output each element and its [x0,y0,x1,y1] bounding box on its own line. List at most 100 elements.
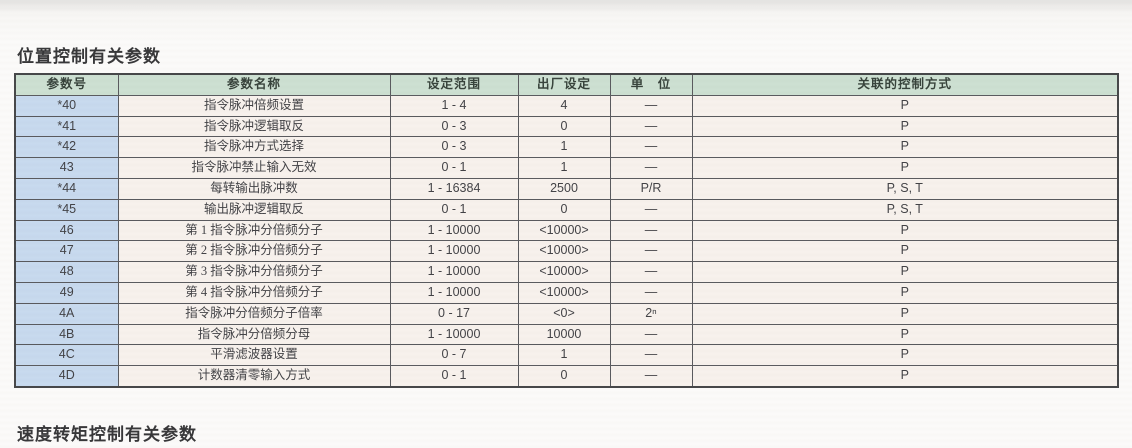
param-mode: P, S, T [691,198,1119,221]
param-mode: P [691,240,1119,263]
table-row: 49 第 4 指令脉冲分倍频分子 1 - 10000 <10000> — P [14,281,1119,304]
param-factory: 1 [517,136,611,159]
param-no: 46 [14,219,119,242]
param-range: 1 - 10000 [389,323,519,346]
header-factory: 出厂设定 [517,73,611,96]
param-factory: <0> [517,302,611,325]
param-range: 0 - 3 [389,115,519,138]
param-unit: — [609,323,693,346]
table-row: 46 第 1 指令脉冲分倍频分子 1 - 10000 <10000> — P [14,219,1119,242]
param-range: 0 - 3 [389,136,519,159]
param-factory: 0 [517,198,611,221]
param-unit: — [609,198,693,221]
table-row: 4D 计数器清零输入方式 0 - 1 0 — P [14,365,1119,388]
param-mode: P [691,281,1119,304]
param-name: 指令脉冲分倍频分子倍率 [117,302,391,325]
param-name: 第 4 指令脉冲分倍频分子 [117,281,391,304]
param-unit: P/R [609,177,693,200]
param-unit: — [609,281,693,304]
param-no: *42 [14,136,119,159]
param-range: 1 - 4 [389,94,519,117]
param-mode: P [691,365,1119,388]
param-no: 4B [14,323,119,346]
table-row: 4C 平滑滤波器设置 0 - 7 1 — P [14,344,1119,367]
param-range: 1 - 10000 [389,240,519,263]
param-factory: 1 [517,157,611,179]
param-no: *41 [14,115,119,138]
param-range: 1 - 10000 [389,281,519,304]
table-row: *42 指令脉冲方式选择 0 - 3 1 — P [14,136,1119,159]
param-mode: P [691,115,1119,138]
param-range: 0 - 17 [389,302,519,325]
param-unit: — [609,219,693,242]
table-row: *40 指令脉冲倍频设置 1 - 4 4 — P [14,94,1119,117]
param-no: *40 [14,94,119,117]
table-row: *41 指令脉冲逻辑取反 0 - 3 0 — P [14,115,1119,138]
param-name: 第 1 指令脉冲分倍频分子 [117,219,391,242]
param-name: 指令脉冲倍频设置 [117,94,391,117]
param-unit: — [609,115,693,138]
param-mode: P [691,302,1119,325]
param-name: 每转输出脉冲数 [117,177,391,200]
param-no: 4C [14,344,119,367]
param-unit: 2ⁿ [609,302,693,325]
param-factory: <10000> [517,261,611,283]
header-control-mode: 关联的控制方式 [691,73,1119,96]
param-no: *45 [14,198,119,221]
param-factory: 4 [517,94,611,117]
table-header-row: 参数号 参数名称 设定范围 出厂设定 单 位 关联的控制方式 [14,73,1119,96]
table-row: 43 指令脉冲禁止输入无效 0 - 1 1 — P [14,157,1119,179]
table-row: 47 第 2 指令脉冲分倍频分子 1 - 10000 <10000> — P [14,240,1119,263]
table-row: *45 输出脉冲逻辑取反 0 - 1 0 — P, S, T [14,198,1119,221]
param-factory: 1 [517,344,611,367]
param-mode: P [691,261,1119,283]
section-title-speed-torque-control: 速度转矩控制有关参数 [17,425,197,444]
param-name: 第 3 指令脉冲分倍频分子 [117,261,391,283]
param-range: 1 - 10000 [389,219,519,242]
param-mode: P [691,157,1119,179]
param-name: 第 2 指令脉冲分倍频分子 [117,240,391,263]
header-unit: 单 位 [609,73,693,96]
param-range: 1 - 10000 [389,261,519,283]
param-mode: P [691,219,1119,242]
param-range: 1 - 16384 [389,177,519,200]
section-title-position-control: 位置控制有关参数 [17,47,161,66]
param-factory: 0 [517,365,611,388]
header-param-no: 参数号 [14,73,119,96]
param-range: 0 - 1 [389,365,519,388]
table-row: 4B 指令脉冲分倍频分母 1 - 10000 10000 — P [14,323,1119,346]
param-unit: — [609,240,693,263]
param-name: 计数器清零输入方式 [117,365,391,388]
param-range: 0 - 1 [389,198,519,221]
param-no: *44 [14,177,119,200]
param-factory: 2500 [517,177,611,200]
param-range: 0 - 1 [389,157,519,179]
param-unit: — [609,136,693,159]
header-param-name: 参数名称 [117,73,391,96]
param-no: 43 [14,157,119,179]
param-factory: 10000 [517,323,611,346]
param-name: 输出脉冲逻辑取反 [117,198,391,221]
param-no: 4A [14,302,119,325]
param-name: 平滑滤波器设置 [117,344,391,367]
param-no: 48 [14,261,119,283]
param-name: 指令脉冲禁止输入无效 [117,157,391,179]
param-unit: — [609,344,693,367]
param-mode: P [691,344,1119,367]
param-mode: P [691,94,1119,117]
param-unit: — [609,157,693,179]
param-name: 指令脉冲分倍频分母 [117,323,391,346]
param-no: 47 [14,240,119,263]
param-factory: 0 [517,115,611,138]
param-mode: P [691,136,1119,159]
param-name: 指令脉冲逻辑取反 [117,115,391,138]
param-unit: — [609,94,693,117]
param-factory: <10000> [517,281,611,304]
param-range: 0 - 7 [389,344,519,367]
header-range: 设定范围 [389,73,519,96]
param-no: 49 [14,281,119,304]
param-unit: — [609,261,693,283]
param-mode: P [691,323,1119,346]
param-factory: <10000> [517,240,611,263]
